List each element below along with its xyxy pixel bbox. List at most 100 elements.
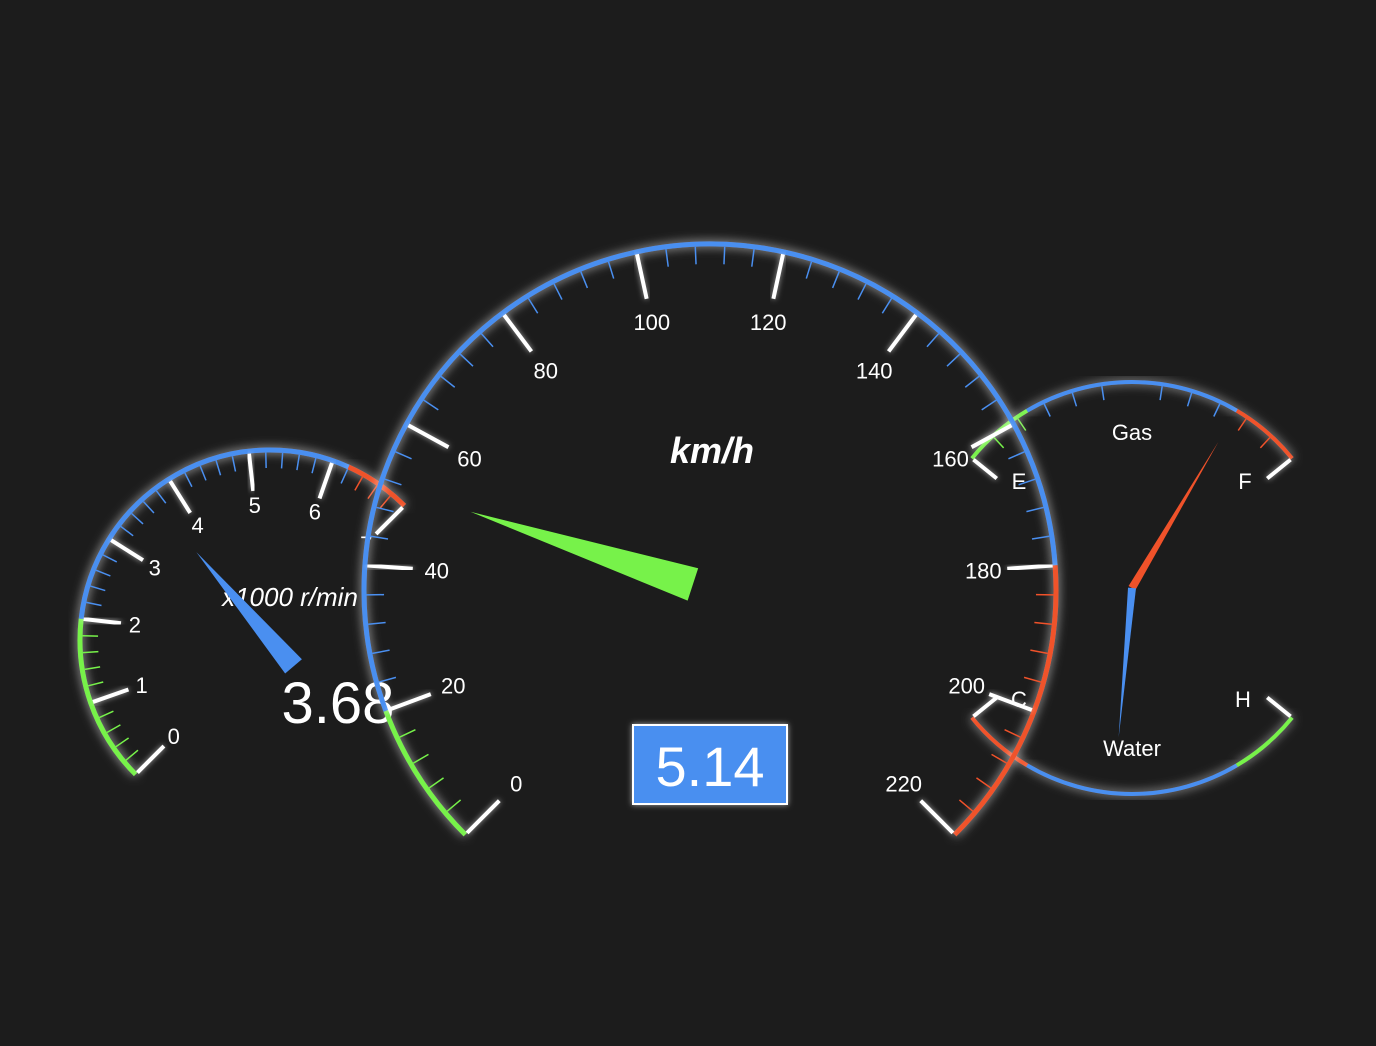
- tachometer-minor-tick: [142, 501, 155, 514]
- speedometer-tick-label: 200: [948, 674, 985, 699]
- tachometer-minor-tick: [367, 485, 378, 500]
- tachometer-minor-tick: [184, 472, 193, 488]
- speedometer-minor-tick: [881, 298, 893, 314]
- fuel-empty-label: E: [1012, 469, 1027, 494]
- tachometer-major-tick: [247, 453, 256, 492]
- speedometer-tick-label: 20: [441, 674, 465, 699]
- water-needle-pointer: [1118, 587, 1136, 738]
- speedometer-major-tick: [919, 799, 955, 835]
- speedometer-minor-tick: [1023, 676, 1042, 683]
- speedometer-tick-label: 180: [965, 558, 1002, 583]
- speedometer-minor-tick: [378, 676, 397, 683]
- tachometer-tick-label: 5: [249, 493, 261, 518]
- water-needle: [1118, 587, 1136, 738]
- fuel-minor-tick: [1017, 418, 1027, 431]
- speedometer-tick-label: 140: [856, 359, 893, 384]
- tachometer-minor-tick: [115, 737, 130, 748]
- tachometer-minor-tick: [231, 456, 237, 472]
- speedometer-minor-tick: [368, 621, 386, 626]
- tachometer-major-tick: [136, 744, 166, 774]
- speedometer-minor-tick: [580, 271, 589, 289]
- speedometer-tick-label: 0: [510, 772, 522, 797]
- tachometer-minor-tick: [86, 601, 102, 607]
- speedometer-minor-tick: [958, 799, 974, 812]
- water-arc-segment: [970, 716, 1029, 768]
- speedometer-minor-tick: [440, 375, 456, 388]
- speedometer-tick-label: 160: [932, 447, 969, 472]
- speedometer-minor-tick: [723, 246, 726, 265]
- water-hot-label: H: [1235, 687, 1251, 712]
- speedometer-major-tick: [465, 799, 501, 835]
- tachometer-tick-label: 6: [309, 500, 321, 525]
- speedometer-minor-tick: [751, 249, 755, 267]
- tachometer-minor-tick: [120, 525, 134, 537]
- speedometer-major-tick: [635, 253, 649, 300]
- speedometer-major-tick: [387, 692, 432, 712]
- tachometer-minor-tick: [125, 749, 139, 761]
- tachometer-ticks: [82, 452, 404, 774]
- speedometer-minor-tick: [946, 353, 961, 367]
- tachometer-minor-tick: [106, 724, 121, 734]
- speedometer-tick-label: 60: [457, 447, 481, 472]
- tachometer-major-tick: [317, 462, 334, 500]
- fuel-needle: [1128, 441, 1219, 591]
- speedometer-gauge: 0 20 40 60 80 100 120 140 160 180 200 220 km/h 5.14: [361, 241, 1059, 837]
- fuel-label: Gas: [1112, 420, 1152, 445]
- speedometer-minor-tick: [1008, 451, 1025, 460]
- speedometer-arc-segment: [952, 565, 1059, 837]
- speedometer-minor-tick: [976, 777, 992, 789]
- tachometer-minor-tick: [215, 460, 222, 476]
- speedometer-minor-tick: [607, 261, 615, 279]
- speedometer-major-tick: [502, 313, 534, 353]
- tachometer-arc-segment: [78, 447, 350, 620]
- tachometer-minor-tick: [90, 585, 106, 592]
- speedometer-minor-tick: [527, 298, 539, 314]
- speedometer-arc-segment: [361, 241, 1058, 712]
- water-label: Water: [1103, 736, 1161, 761]
- speedometer-minor-tick: [395, 451, 412, 460]
- tachometer-needle: [196, 552, 302, 674]
- tachometer-minor-tick: [82, 650, 99, 654]
- speedometer-minor-tick: [991, 753, 1008, 764]
- fuel-major-tick: [1265, 458, 1292, 481]
- speedometer-tick-label: 100: [633, 310, 670, 335]
- tachometer-minor-tick: [311, 457, 317, 474]
- speedometer-tick-label: 40: [424, 558, 448, 583]
- fuel-arc-segment: [1235, 408, 1294, 460]
- water-arc-segment: [1026, 763, 1238, 796]
- tachometer-minor-tick: [379, 495, 391, 509]
- speedometer-minor-tick: [926, 333, 940, 348]
- speedometer-minor-tick: [412, 753, 429, 764]
- water-ticks: [972, 695, 1292, 792]
- speedometer-minor-tick: [1026, 506, 1044, 513]
- tachometer-major-tick: [168, 480, 192, 515]
- fuel-minor-tick: [1213, 403, 1221, 417]
- speedometer-minor-tick: [370, 535, 389, 540]
- fuel-minor-tick: [1237, 418, 1247, 431]
- tachometer-minor-tick: [87, 681, 104, 687]
- speedometer-minor-tick: [428, 777, 444, 789]
- speedometer-tick-labels: 0 20 40 60 80 100 120 140 160 180 200 220: [424, 310, 1001, 797]
- fuel-minor-tick: [1159, 386, 1163, 401]
- tachometer-minor-tick: [84, 666, 101, 671]
- speedometer-minor-tick: [694, 246, 697, 265]
- speedometer-needle-pointer: [470, 511, 699, 601]
- speedometer-minor-tick: [1018, 478, 1036, 486]
- water-major-tick: [1265, 695, 1292, 718]
- tachometer-major-tick: [92, 687, 130, 704]
- speedometer-minor-tick: [1034, 621, 1052, 626]
- fuel-full-label: F: [1238, 469, 1251, 494]
- tachometer-tick-label: 0: [168, 724, 180, 749]
- speedometer-minor-tick: [857, 283, 867, 300]
- tachometer-tick-label: 1: [135, 673, 147, 698]
- speedometer-minor-tick: [480, 333, 494, 348]
- speedometer-minor-tick: [981, 399, 997, 411]
- speedometer-minor-tick: [1004, 728, 1021, 738]
- fuel-minor-tick: [1043, 403, 1051, 417]
- tachometer-tick-label: 3: [149, 556, 161, 581]
- tachometer-tick-label: 4: [191, 513, 203, 538]
- tachometer-minor-tick: [155, 490, 167, 504]
- speedometer-ticks: [366, 246, 1054, 835]
- tachometer-needle-pointer: [196, 552, 302, 674]
